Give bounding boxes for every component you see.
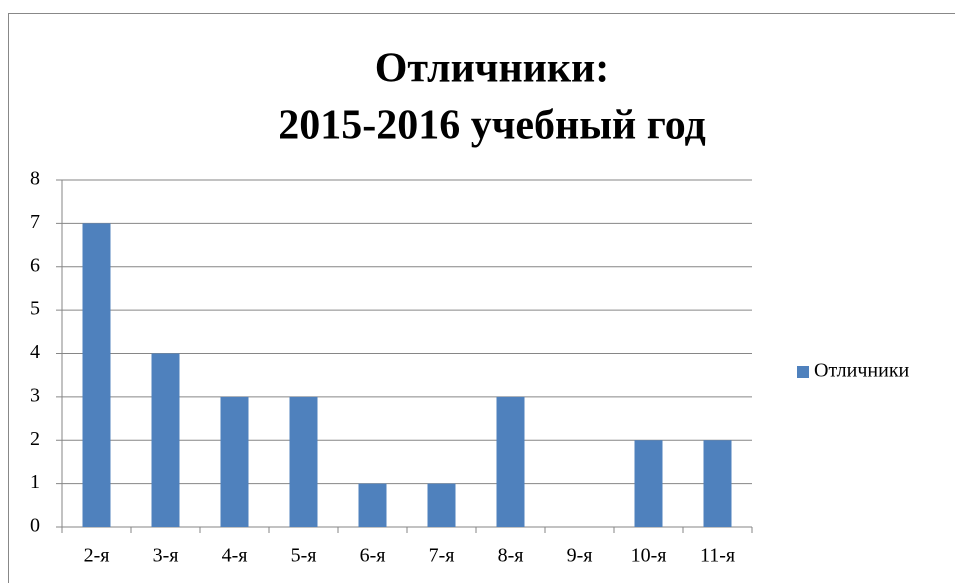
bar	[427, 483, 456, 527]
y-tick-label: 5	[30, 298, 40, 320]
bar	[220, 396, 249, 527]
bar	[289, 396, 318, 527]
legend-swatch	[797, 366, 809, 378]
x-tick-label: 4-я	[222, 545, 248, 567]
bar	[151, 353, 180, 527]
y-tick-label: 6	[30, 254, 40, 276]
bar	[634, 440, 663, 527]
bar	[358, 483, 387, 527]
y-tick-label: 7	[30, 211, 40, 233]
x-tick-label: 10-я	[631, 545, 667, 567]
chart-title: Отличники:	[375, 46, 610, 92]
x-tick-label: 5-я	[291, 545, 317, 567]
chart-frame	[8, 13, 955, 583]
x-tick-label: 3-я	[153, 545, 179, 567]
y-tick-label: 2	[30, 428, 40, 450]
x-tick-label: 2-я	[84, 545, 110, 567]
legend-label: Отличники	[814, 360, 910, 382]
bar	[703, 440, 732, 527]
x-tick-label: 11-я	[700, 545, 735, 567]
bar	[82, 223, 111, 527]
y-tick-label: 3	[30, 384, 40, 406]
x-tick-label: 9-я	[567, 545, 593, 567]
x-tick-label: 6-я	[360, 545, 386, 567]
x-tick-label: 7-я	[429, 545, 455, 567]
bar	[496, 396, 525, 527]
y-tick-label: 0	[30, 515, 40, 537]
chart-title: 2015-2016 учебный год	[278, 103, 706, 149]
y-tick-label: 1	[30, 471, 40, 493]
y-tick-label: 8	[30, 168, 40, 190]
x-tick-label: 8-я	[498, 545, 524, 567]
y-tick-label: 4	[30, 341, 40, 363]
